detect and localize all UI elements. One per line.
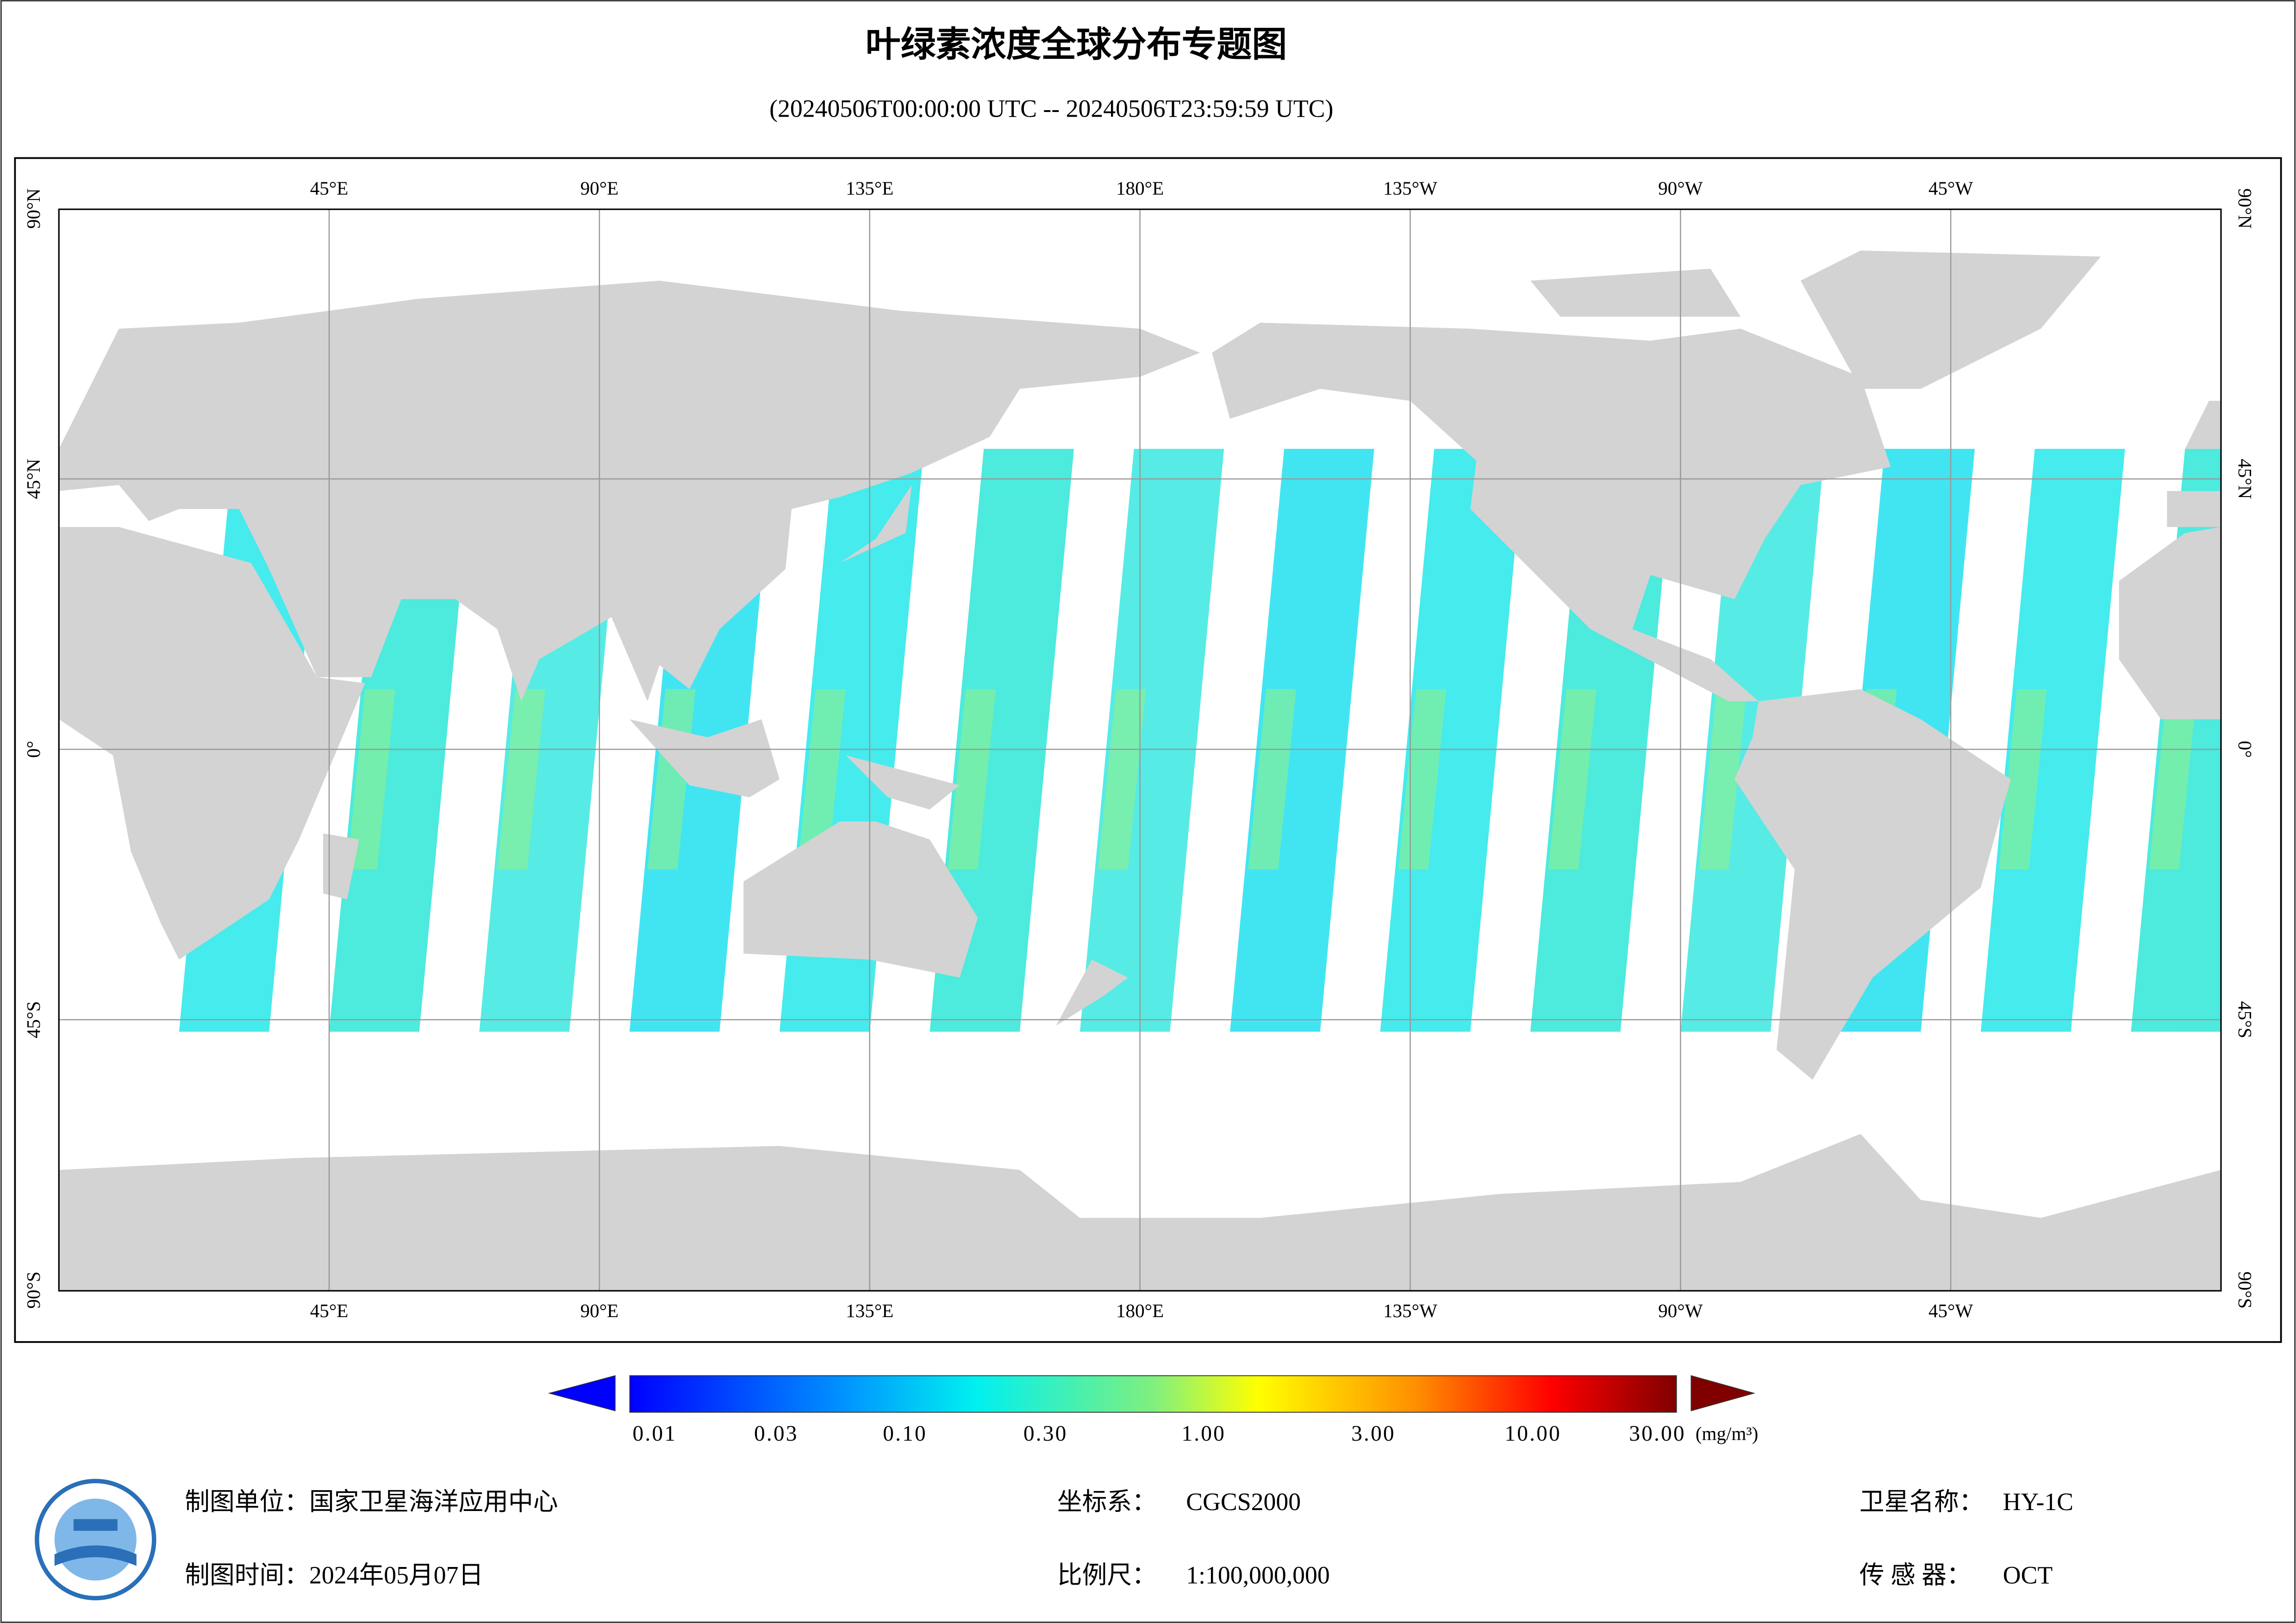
- subtitle: (20240506T00:00:00 UTC -- 20240506T23:59…: [769, 95, 1333, 123]
- colorbar-label: 30.00: [1629, 1422, 1686, 1446]
- colorbar-label: 1.00: [1181, 1422, 1226, 1446]
- lon-label-bottom: 180°E: [1116, 1300, 1164, 1321]
- ocean-swath: [497, 689, 546, 870]
- ocean-swath: [1998, 689, 2047, 870]
- ocean-swath: [797, 689, 846, 870]
- land: [1530, 268, 1741, 317]
- ocean-swath: [1698, 689, 1747, 870]
- ocean-swath: [1548, 689, 1597, 870]
- colorbar-low-arrow: [548, 1375, 616, 1412]
- land: [2185, 401, 2221, 449]
- lon-label-top: 135°E: [846, 178, 893, 199]
- land: [2167, 491, 2221, 527]
- ocean-swath: [1981, 448, 2125, 1032]
- lon-label-bottom: 90°W: [1658, 1300, 1703, 1321]
- scale: 1:100,000,000: [1186, 1561, 1330, 1589]
- ocean-swath: [1079, 448, 1224, 1032]
- sensor-label: 传 感 器：: [1859, 1561, 1972, 1589]
- lat-label-left: 90°N: [23, 188, 44, 229]
- graticule-labels: 45°E 45°E 90°E 90°E 135°E 135°E 180°E 180°E 135°…: [23, 178, 2256, 1321]
- lon-label-bottom: 45°E: [310, 1300, 349, 1321]
- colorbar-high-arrow: [1691, 1375, 1756, 1412]
- colorbar-label: 10.00: [1504, 1422, 1561, 1446]
- colorbar-label: 0.01: [632, 1422, 677, 1446]
- land: [323, 833, 359, 900]
- land: [2119, 527, 2221, 720]
- map-border: [58, 208, 2222, 1292]
- land: [840, 485, 912, 563]
- lat-label-right: 90°S: [2234, 1271, 2256, 1308]
- ocean-swath: [1380, 448, 1525, 1032]
- lon-label-top: 135°W: [1383, 178, 1437, 199]
- land: [629, 719, 780, 797]
- colorbar-label: 0.10: [883, 1422, 927, 1446]
- scale-label: 比例尺：: [1057, 1561, 1157, 1589]
- mapping-unit: 制图单位：国家卫星海洋应用中心: [185, 1488, 558, 1516]
- logo: [35, 1479, 156, 1600]
- ocean-swath: [2149, 689, 2197, 870]
- lon-label-top: 45°E: [310, 178, 349, 199]
- land: [845, 755, 960, 810]
- colorbar-label: 0.30: [1023, 1422, 1068, 1446]
- ocean-swath: [948, 689, 996, 870]
- lon-label-bottom: 90°E: [580, 1300, 619, 1321]
- lat-label-right: 45°N: [2234, 459, 2256, 499]
- map-area: [59, 209, 2221, 1291]
- colorbar-unit: (mg/m³): [1696, 1423, 1759, 1445]
- sensor: OCT: [2003, 1561, 2053, 1589]
- land: [59, 280, 1200, 702]
- lon-label-top: 90°W: [1658, 178, 1703, 199]
- colorbar-labels: 0.01 0.03 0.10 0.30 1.00 3.00 10.00 30.00 (mg/m³…: [632, 1422, 1758, 1446]
- ocean-swath: [1230, 448, 1374, 1032]
- lat-label-right: 0°: [2234, 741, 2256, 758]
- lon-label-top: 90°E: [580, 178, 619, 199]
- lat-label-right: 90°N: [2234, 188, 2256, 229]
- mapping-date: 制图时间：2024年05月07日: [185, 1561, 483, 1589]
- land: [1734, 689, 2011, 1080]
- lat-label-right: 45°S: [2234, 1001, 2256, 1038]
- ocean-swath: [1248, 689, 1297, 870]
- satellite-label: 卫星名称：: [1859, 1488, 1984, 1516]
- ocean-swath: [930, 448, 1074, 1032]
- lat-label-left: 0°: [23, 741, 44, 758]
- land: [1056, 959, 1128, 1026]
- lat-label-left: 45°S: [23, 1001, 44, 1038]
- lat-label-left: 45°N: [23, 459, 44, 499]
- satellite: HY-1C: [2003, 1488, 2073, 1516]
- ocean-swath: [347, 689, 395, 870]
- title: 叶绿素浓度全球分布专题图: [866, 25, 1287, 64]
- land: [1212, 323, 1891, 702]
- lon-label-top: 180°E: [1116, 178, 1164, 199]
- land: [59, 527, 365, 960]
- lon-label-top: 45°W: [1928, 178, 1973, 199]
- crs-label: 坐标系：: [1057, 1488, 1157, 1516]
- colorbar-label: 3.00: [1351, 1422, 1396, 1446]
- lon-label-bottom: 45°W: [1928, 1300, 1973, 1321]
- crs: CGCS2000: [1186, 1488, 1301, 1516]
- colorbar: [629, 1375, 1677, 1413]
- lat-label-left: 90°S: [23, 1271, 44, 1308]
- land: [743, 821, 978, 978]
- lon-label-bottom: 135°W: [1383, 1300, 1437, 1321]
- lon-label-bottom: 135°E: [846, 1300, 893, 1321]
- map-frame: [14, 157, 2282, 1343]
- colorbar-label: 0.03: [754, 1422, 799, 1446]
- ocean-swath: [1098, 689, 1146, 870]
